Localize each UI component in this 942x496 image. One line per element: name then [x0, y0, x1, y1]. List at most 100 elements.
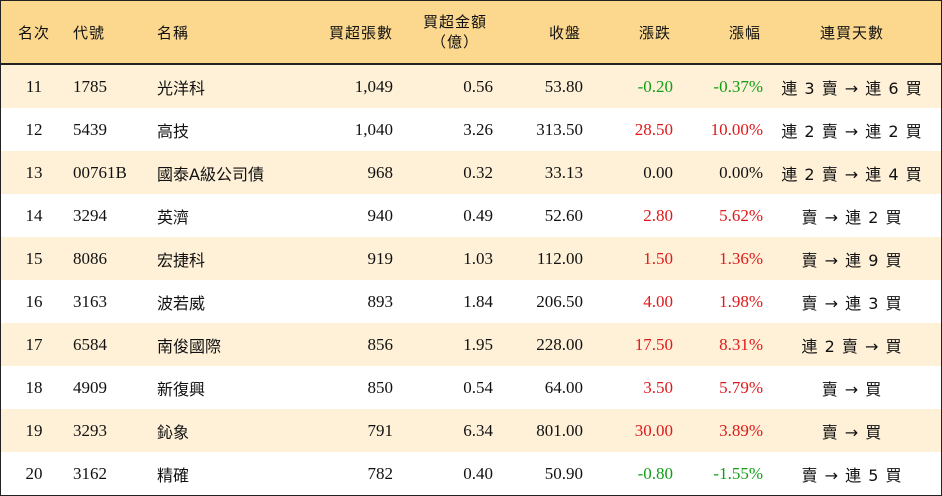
change-cell: -0.80 — [637, 463, 673, 483]
days-cell: 連 2 賣 → 連 2 買 — [781, 121, 923, 141]
close-cell: 228.00 — [536, 334, 583, 354]
header-change: 漲跌 — [638, 23, 671, 42]
close-cell: 53.80 — [544, 76, 583, 96]
change-cell: 3.50 — [643, 377, 673, 397]
amount-cell: 0.49 — [463, 205, 493, 225]
table-row: 19 3293 鈊象 791 6.34 801.00 30.00 3.89% 賣 → 買 — [1, 409, 941, 452]
code-cell: 3294 — [73, 205, 107, 225]
table-row: 16 3163 波若威 893 1.84 206.50 4.00 1.98% 賣 → 連 3 買 — [1, 280, 941, 323]
volume-cell: 940 — [367, 205, 394, 225]
rank-cell: 13 — [25, 162, 43, 182]
rank-cell: 12 — [25, 119, 43, 139]
code-cell: 3293 — [73, 420, 107, 440]
rank-cell: 14 — [25, 205, 43, 225]
close-cell: 50.90 — [544, 463, 583, 483]
name-cell: 鈊象 — [157, 422, 190, 442]
table-row: 14 3294 英濟 940 0.49 52.60 2.80 5.62% 賣 → 連 2 買 — [1, 194, 941, 237]
amount-cell: 1.84 — [463, 291, 493, 311]
amount-cell: 6.34 — [463, 420, 493, 440]
name-cell: 高技 — [157, 121, 190, 141]
name-cell: 宏捷科 — [157, 250, 206, 270]
code-cell: 1785 — [73, 76, 107, 96]
rank-cell: 11 — [25, 76, 43, 96]
header-code: 代號 — [73, 23, 106, 42]
change-cell: 30.00 — [634, 420, 673, 440]
days-cell: 連 2 賣 → 買 — [801, 336, 903, 356]
amount-cell: 1.95 — [463, 334, 493, 354]
days-cell: 賣 → 連 9 買 — [801, 250, 903, 270]
close-cell: 64.00 — [544, 377, 583, 397]
change-pct-cell: 0.00% — [719, 162, 763, 182]
days-cell: 賣 → 買 — [821, 422, 883, 442]
amount-cell: 3.26 — [463, 119, 493, 139]
amount-cell: 1.03 — [463, 248, 493, 268]
change-pct-cell: 3.89% — [719, 420, 763, 440]
code-cell: 8086 — [73, 248, 107, 268]
days-cell: 賣 → 連 3 買 — [801, 293, 903, 313]
name-cell: 新復興 — [157, 379, 206, 399]
close-cell: 801.00 — [536, 420, 583, 440]
volume-cell: 856 — [367, 334, 394, 354]
change-pct-cell: -1.55% — [713, 463, 763, 483]
rank-cell: 20 — [25, 463, 43, 483]
rank-cell: 16 — [25, 291, 43, 311]
table-row: 12 5439 高技 1,040 3.26 313.50 28.50 10.00% 連 2 賣 … — [1, 108, 941, 151]
rank-cell: 17 — [25, 334, 43, 354]
amount-cell: 0.40 — [463, 463, 493, 483]
change-cell: 2.80 — [643, 205, 673, 225]
header-amount: 買超金額 （億） — [393, 12, 493, 52]
change-cell: 1.50 — [643, 248, 673, 268]
table-row: 11 1785 光洋科 1,049 0.56 53.80 -0.20 -0.37% 連 3 賣 … — [1, 65, 941, 108]
table-row: 18 4909 新復興 850 0.54 64.00 3.50 5.79% 賣 → 買 — [1, 366, 941, 409]
header-rank: 名次 — [17, 23, 50, 42]
name-cell: 波若威 — [157, 293, 206, 313]
volume-cell: 850 — [367, 377, 394, 397]
table-row: 13 00761B 國泰A級公司債 968 0.32 33.13 0.00 0.00% 連 2 … — [1, 151, 941, 194]
code-cell: 5439 — [73, 119, 107, 139]
close-cell: 52.60 — [544, 205, 583, 225]
amount-cell: 0.32 — [463, 162, 493, 182]
change-pct-cell: 5.62% — [719, 205, 763, 225]
days-cell: 賣 → 買 — [821, 379, 883, 399]
code-cell: 4909 — [73, 377, 107, 397]
amount-cell: 0.54 — [463, 377, 493, 397]
change-pct-cell: -0.37% — [713, 76, 763, 96]
table-row: 20 3162 精確 782 0.40 50.90 -0.80 -1.55% 賣 → 連 5 買 — [1, 452, 941, 495]
change-cell: 0.00 — [643, 162, 673, 182]
table-row: 15 8086 宏捷科 919 1.03 112.00 1.50 1.36% 賣 → 連 9 買 — [1, 237, 941, 280]
rank-cell: 18 — [25, 377, 43, 397]
close-cell: 206.50 — [536, 291, 583, 311]
rank-cell: 19 — [25, 420, 43, 440]
name-cell: 國泰A級公司債 — [157, 164, 264, 184]
volume-cell: 782 — [367, 463, 394, 483]
name-cell: 精確 — [157, 465, 190, 485]
code-cell: 6584 — [73, 334, 107, 354]
name-cell: 英濟 — [157, 207, 190, 227]
change-cell: 17.50 — [634, 334, 673, 354]
rank-cell: 15 — [25, 248, 43, 268]
volume-cell: 919 — [367, 248, 394, 268]
header-amount-line1: 買超金額 — [422, 13, 487, 31]
close-cell: 112.00 — [536, 248, 583, 268]
days-cell: 賣 → 連 5 買 — [801, 465, 903, 485]
name-cell: 南俊國際 — [157, 336, 222, 356]
volume-cell: 1,049 — [354, 76, 393, 96]
header-amount-line2: （億） — [430, 33, 479, 51]
days-cell: 連 2 賣 → 連 4 買 — [781, 164, 923, 184]
code-cell: 3162 — [73, 463, 107, 483]
change-pct-cell: 5.79% — [719, 377, 763, 397]
volume-cell: 893 — [367, 291, 394, 311]
days-cell: 賣 → 連 2 買 — [801, 207, 903, 227]
close-cell: 33.13 — [544, 162, 583, 182]
code-cell: 00761B — [73, 162, 127, 182]
change-cell: -0.20 — [637, 76, 673, 96]
volume-cell: 968 — [367, 162, 394, 182]
close-cell: 313.50 — [536, 119, 583, 139]
amount-cell: 0.56 — [463, 76, 493, 96]
header-days: 連買天數 — [819, 23, 884, 42]
change-cell: 28.50 — [634, 119, 673, 139]
change-pct-cell: 10.00% — [710, 119, 763, 139]
header-change-pct: 漲幅 — [728, 23, 761, 42]
change-cell: 4.00 — [643, 291, 673, 311]
